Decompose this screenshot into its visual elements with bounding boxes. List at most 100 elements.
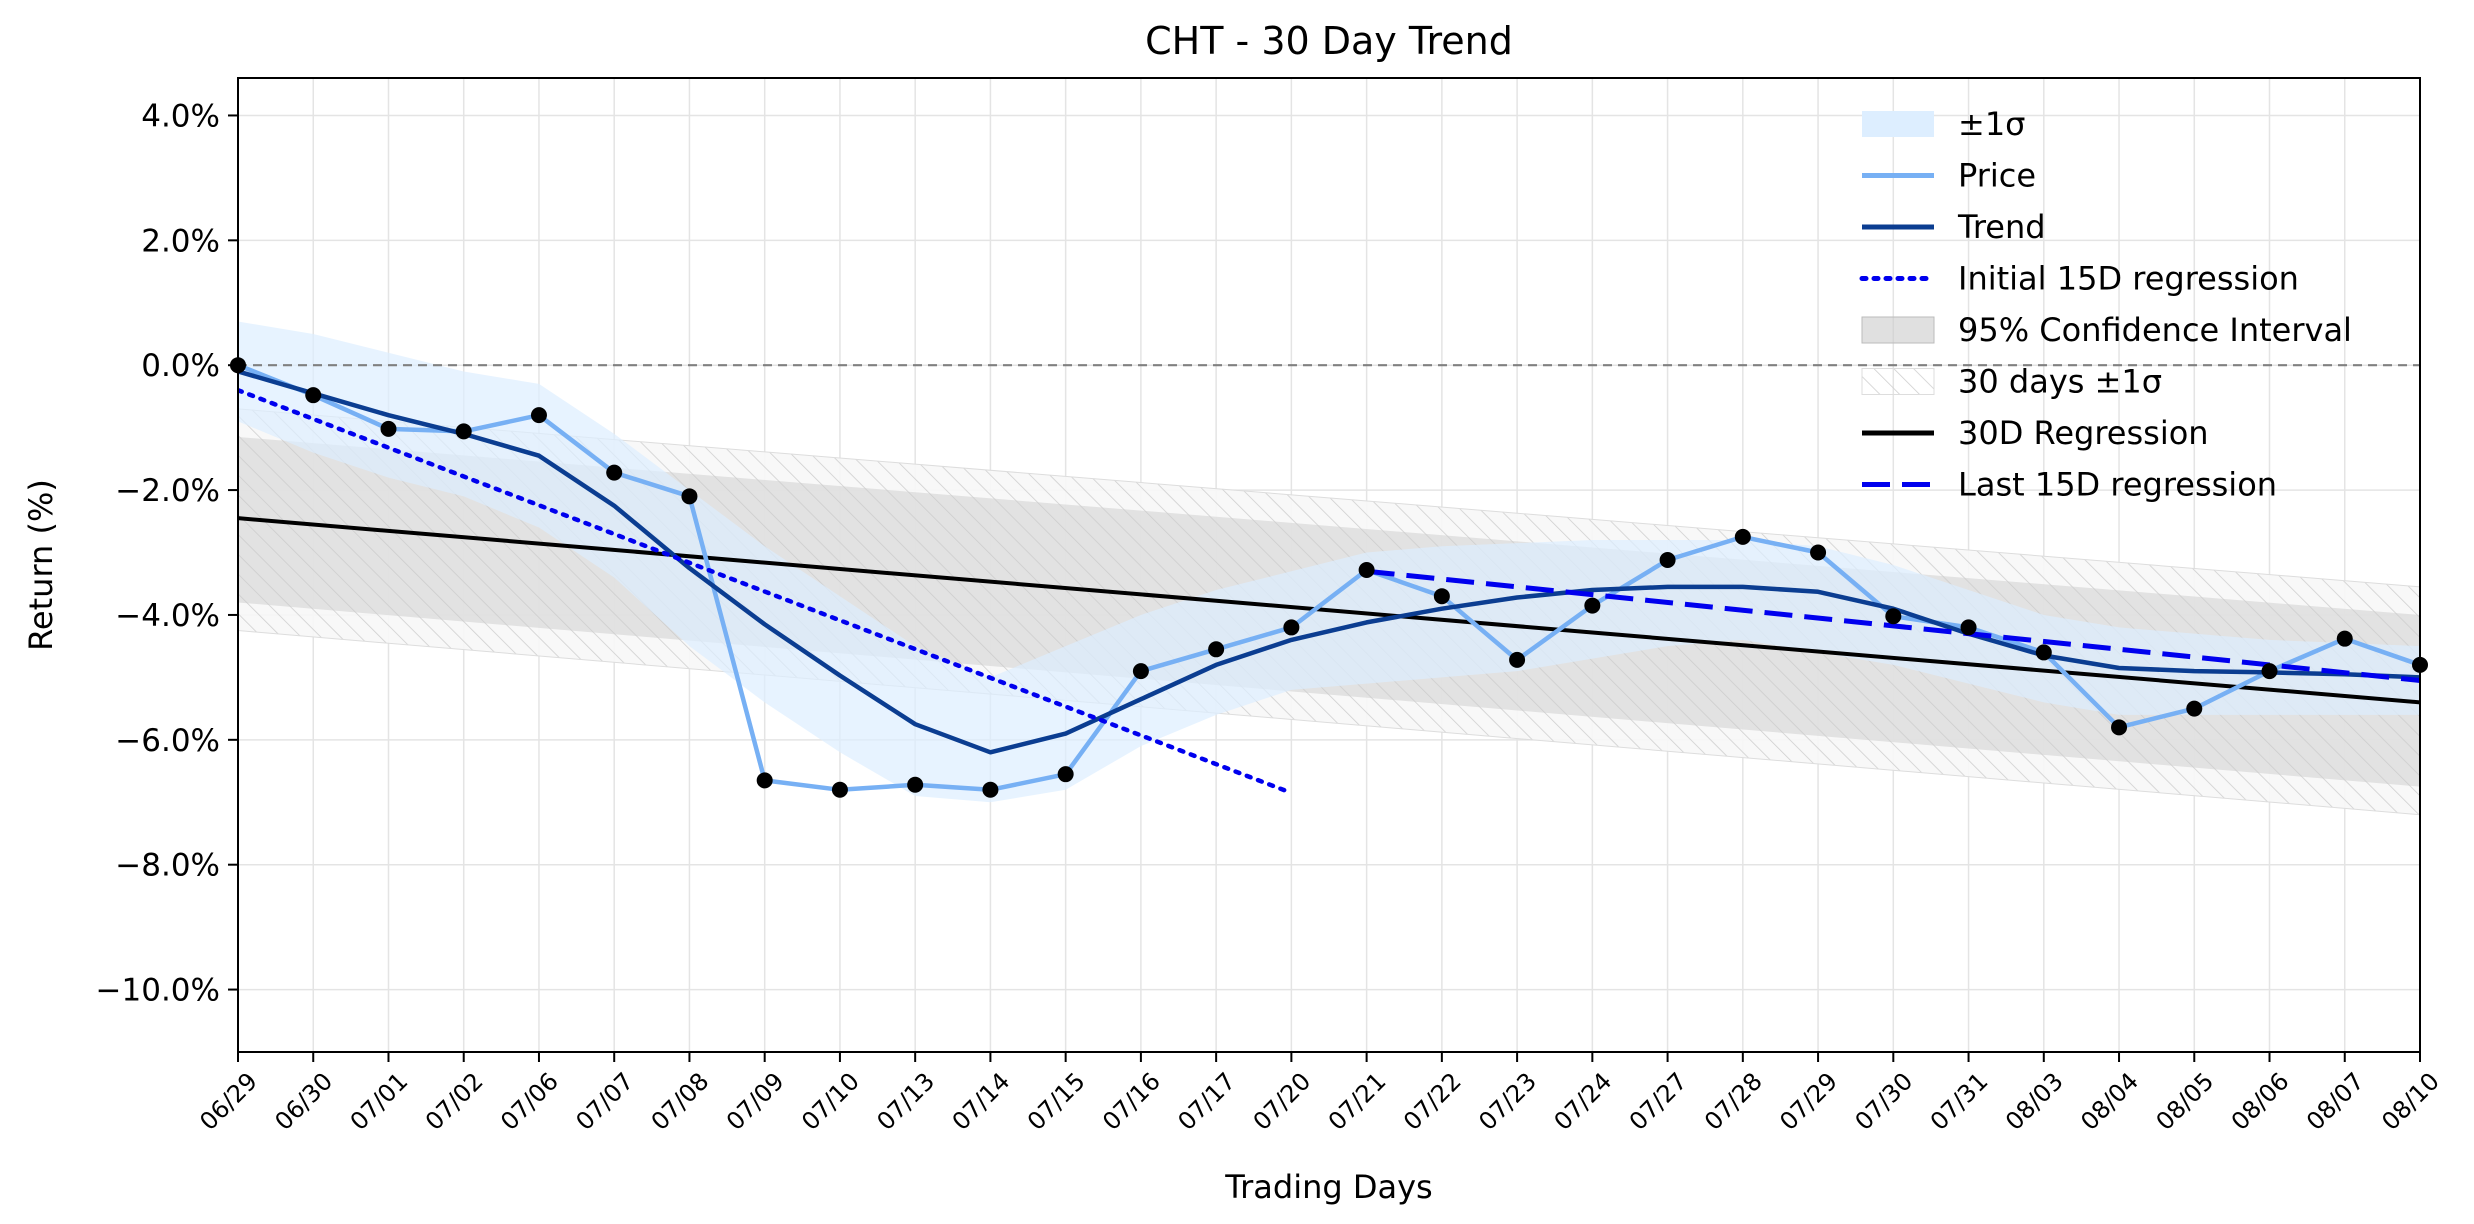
legend-item: ±1σ [1862,105,2025,143]
legend-label: Initial 15D regression [1958,260,2299,298]
y-tick-label: −6.0% [115,723,220,759]
x-tick-label: 07/27 [1624,1067,1693,1136]
y-tick-label: −2.0% [115,473,220,509]
x-tick-label: 07/10 [796,1067,865,1136]
x-tick-label: 07/20 [1248,1067,1317,1136]
y-tick-label: −4.0% [115,598,220,634]
price-line [238,363,2420,793]
price-point [681,488,698,505]
y-axis-label: Return (%) [22,479,60,651]
price-point [756,772,773,789]
legend-item: Price [1862,157,2036,195]
x-tick-label: 08/05 [2151,1067,2220,1136]
price-point [1208,641,1225,658]
legend-item: 30D Regression [1862,414,2209,452]
x-tick-label: 07/02 [420,1067,489,1136]
price-point [606,464,623,481]
series-lines [238,363,2420,796]
price-point [1584,597,1601,614]
x-tick-label: 07/15 [1022,1067,1091,1136]
legend-item: 30 days ±1σ [1861,363,2162,401]
price-point [1132,663,1149,680]
x-axis-ticks: 06/29 06/30 07/01 07/02 07/06 07/07 07/08 07/09… [194,1052,2445,1136]
price-point [1057,766,1074,783]
price-markers [230,357,2428,798]
x-tick-label: 06/29 [194,1067,263,1136]
price-point [1509,651,1526,668]
x-tick-label: 07/30 [1850,1067,1919,1136]
y-axis-ticks: 4.0% 2.0% 0.0% −2.0% −4.0% −6.0% −8.0% −10.0% [96,98,238,1009]
x-tick-label: 07/09 [721,1067,790,1136]
legend-item: Trend [1862,208,2046,246]
price-point [907,776,924,793]
price-point [1810,544,1827,561]
x-tick-label: 07/06 [495,1067,564,1136]
x-tick-label: 07/23 [1473,1067,1542,1136]
price-point [1659,552,1676,569]
x-tick-label: 08/04 [2075,1067,2144,1136]
legend: ±1σ Price Trend Initial 15D regression 95% C… [1859,105,2352,504]
x-tick-label: 07/01 [345,1067,414,1136]
price-point [1885,608,1902,625]
price-point [2186,700,2203,717]
price-point [2261,663,2278,680]
legend-label: 95% Confidence Interval [1958,311,2352,349]
price-point [305,387,322,404]
trend-line [238,369,2420,755]
x-tick-label: 07/21 [1323,1067,1392,1136]
legend-swatch-sigma-30d [1861,368,1935,395]
x-tick-label: 07/13 [871,1067,940,1136]
price-point [1283,619,1300,636]
price-point [1433,588,1450,605]
last-15d-regression-line [1366,568,2420,683]
legend-item: Initial 15D regression [1859,260,2299,298]
y-tick-label: −8.0% [115,848,220,884]
x-tick-label: 07/07 [570,1067,639,1136]
chart-title: CHT - 30 Day Trend [1145,19,1513,63]
y-tick-label: −10.0% [96,973,220,1009]
x-tick-label: 08/10 [2376,1067,2445,1136]
x-tick-label: 07/28 [1699,1067,1768,1136]
legend-label: Last 15D regression [1958,466,2277,504]
x-tick-label: 06/30 [270,1067,339,1136]
x-axis-label: Trading Days [1224,1168,1432,1206]
price-point [1734,528,1751,545]
x-tick-label: 07/22 [1398,1067,1467,1136]
price-point [455,423,472,440]
y-tick-label: 2.0% [141,223,220,259]
x-tick-label: 08/07 [2301,1067,2370,1136]
legend-label: ±1σ [1958,105,2025,143]
x-tick-label: 08/06 [2226,1067,2295,1136]
x-tick-label: 07/31 [1925,1067,1994,1136]
x-tick-label: 07/24 [1549,1067,1618,1136]
sigma-band [238,321,2420,803]
regression-30d-line [238,516,2420,705]
legend-swatch-confidence [1861,316,1935,344]
y-tick-label: 4.0% [141,98,220,134]
price-point [380,420,397,437]
price-point [1358,561,1375,578]
legend-swatch-sigma [1862,111,1934,137]
y-tick-label: 0.0% [141,348,220,384]
price-point [2035,644,2052,661]
legend-label: 30D Regression [1958,414,2209,452]
x-tick-label: 07/08 [646,1067,715,1136]
legend-label: Price [1958,157,2036,195]
legend-item: 95% Confidence Interval [1861,311,2352,349]
price-point [982,781,999,798]
price-point [2111,719,2128,736]
x-tick-label: 07/29 [1774,1067,1843,1136]
legend-item: Last 15D regression [1862,466,2277,504]
price-point [1960,619,1977,636]
x-tick-label: 07/16 [1097,1067,1166,1136]
plot-frame [237,77,2421,1053]
legend-label: Trend [1957,208,2046,246]
x-tick-label: 08/03 [2000,1067,2069,1136]
price-point [831,781,848,798]
price-point [2336,630,2353,647]
x-tick-label: 07/14 [947,1067,1016,1136]
initial-15d-regression-line [238,387,1294,796]
x-tick-label: 07/17 [1172,1067,1241,1136]
price-point [530,407,547,424]
